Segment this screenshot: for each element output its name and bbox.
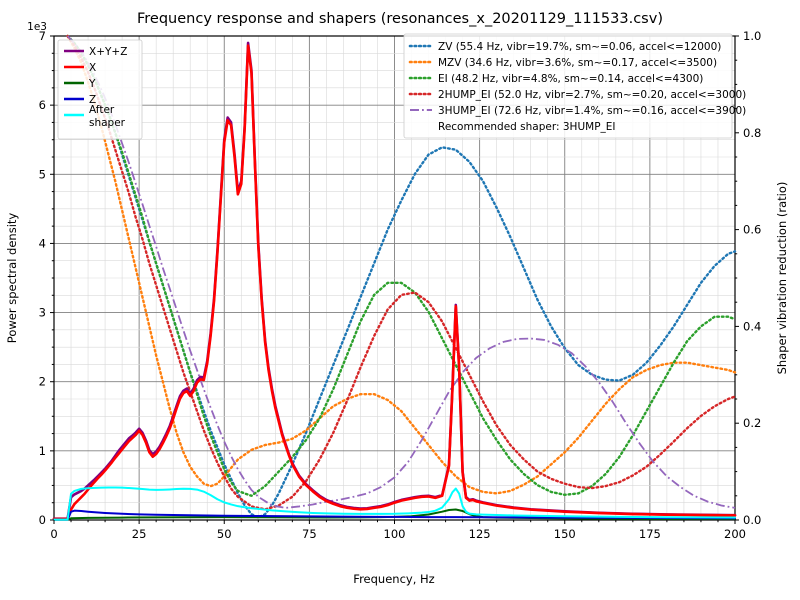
axis-ticks-layer: 0 25 50 75 100 125 150 175 200 0 1 2 3 4 5 6 7 0.0 0.2 0.4 0…	[39, 29, 762, 541]
psd-curve-after-shaper	[53, 486, 736, 521]
psd-legend-label-x[interactable]: X	[89, 62, 96, 74]
y2-tick-label: 0.4	[743, 319, 761, 333]
shaper-legend-label-2hump_ei[interactable]: 2HUMP_EI (52.0 Hz, vibr=2.7%, sm~=0.20, …	[438, 89, 746, 101]
y-tick-label: 1	[39, 444, 46, 458]
psd-legend-label-z[interactable]: Z	[89, 94, 96, 106]
data-series-layer	[52, 34, 737, 521]
y-tick-label: 5	[39, 167, 46, 181]
psd-legend-label-y[interactable]: Y	[88, 78, 96, 90]
shaper-curve-2hump_ei	[66, 34, 737, 511]
y2-tick-label: 0.0	[743, 513, 761, 527]
x-axis-label: Frequency, Hz	[353, 572, 434, 586]
y-axis-exponent-label: 1e3	[27, 21, 47, 33]
shaper-curve-mzv	[66, 34, 737, 495]
x-tick-label: 100	[384, 527, 406, 541]
x-tick-label: 125	[469, 527, 491, 541]
x-tick-label: 175	[639, 527, 661, 541]
shaper-legend-label-zv[interactable]: ZV (55.4 Hz, vibr=19.7%, sm~=0.06, accel…	[438, 41, 721, 53]
x-tick-label: 0	[50, 527, 57, 541]
x-tick-label: 25	[132, 527, 147, 541]
psd-legend-label-after-shaper[interactable]: shaper	[89, 117, 126, 129]
y2-tick-label: 0.6	[743, 223, 761, 237]
x-tick-label: 75	[302, 527, 317, 541]
shaper-legend-label-ei[interactable]: EI (48.2 Hz, vibr=4.8%, sm~=0.14, accel<…	[438, 73, 703, 85]
y-axis-label: Power spectral density	[5, 213, 19, 344]
shaper-legend-label-3hump_ei[interactable]: 3HUMP_EI (72.6 Hz, vibr=1.4%, sm~=0.16, …	[438, 105, 746, 117]
y2-tick-label: 1.0	[743, 29, 761, 43]
y-tick-label: 2	[39, 375, 46, 389]
shaper-legend-box	[403, 33, 733, 139]
y-tick-label: 6	[39, 98, 46, 112]
psd-legend-label-after-shaper[interactable]: After	[89, 104, 115, 116]
psd-curve-x	[52, 44, 737, 521]
chart-title: Frequency response and shapers (resonanc…	[137, 11, 663, 27]
y-tick-label: 7	[39, 29, 46, 43]
y2-tick-label: 0.2	[743, 416, 761, 430]
shaper-legend-label-mzv[interactable]: MZV (34.6 Hz, vibr=3.6%, sm~=0.17, accel…	[438, 57, 717, 69]
y-tick-label: 4	[39, 236, 46, 250]
psd-curve-z	[53, 509, 736, 521]
y-tick-label: 0	[39, 513, 46, 527]
shaper-legend[interactable]: ZV (55.4 Hz, vibr=19.7%, sm~=0.06, accel…	[403, 33, 746, 139]
y2-axis-label: Shaper vibration reduction (ratio)	[775, 182, 789, 375]
shaper-curve-ei	[66, 34, 737, 497]
psd-legend-label-x-y-z[interactable]: X+Y+Z	[89, 46, 127, 58]
x-tick-label: 150	[554, 527, 576, 541]
x-tick-label: 200	[724, 527, 746, 541]
shaper-curve-3hump_ei	[66, 35, 736, 509]
x-tick-label: 50	[217, 527, 232, 541]
y-tick-label: 3	[39, 306, 46, 320]
recommended-shaper-label: Recommended shaper: 3HUMP_EI	[438, 121, 616, 133]
y2-tick-label: 0.8	[743, 126, 761, 140]
